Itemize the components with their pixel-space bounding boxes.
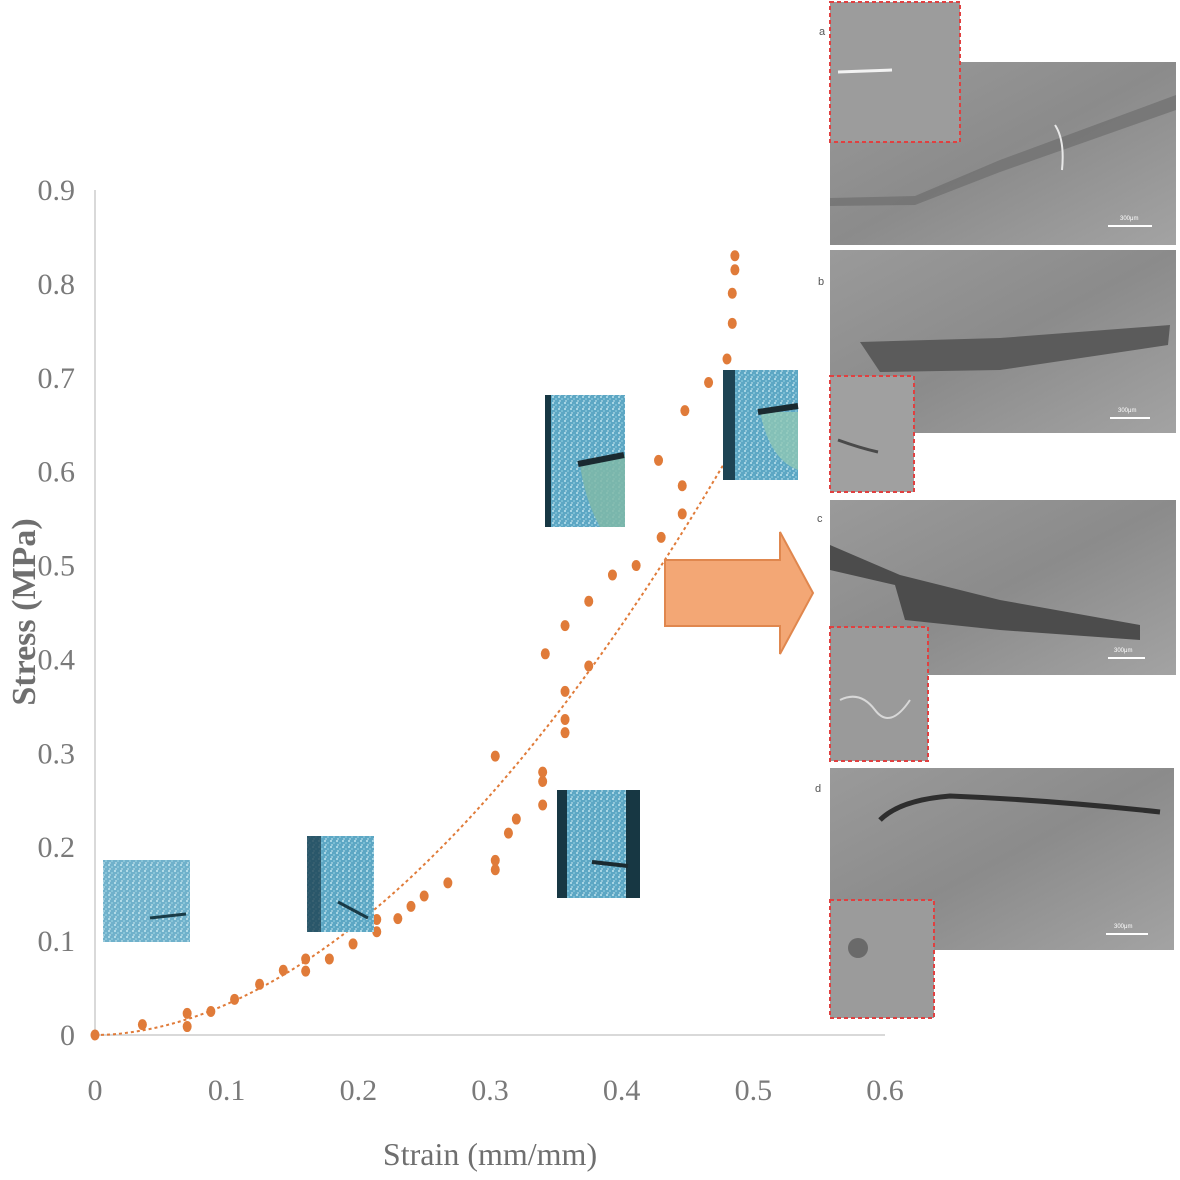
crack-photo-inset-2 [307, 836, 374, 932]
x-tick-labels: 0 0.1 0.2 0.3 0.4 0.5 0.6 [88, 1074, 904, 1107]
y-tick-label: 0.3 [38, 737, 76, 770]
y-tick-label: 0.2 [38, 831, 76, 864]
data-point [727, 317, 737, 329]
y-tick-label: 0.7 [38, 362, 76, 395]
data-point [490, 864, 500, 876]
data-point [560, 620, 570, 632]
data-point [324, 953, 334, 965]
data-point [348, 938, 358, 950]
y-tick-label: 0 [60, 1019, 75, 1052]
data-point [677, 508, 687, 520]
crack-photo-inset-5 [723, 370, 799, 480]
data-point [538, 766, 548, 778]
data-point [730, 264, 740, 276]
data-point [654, 454, 664, 466]
data-point [372, 926, 382, 938]
data-point [560, 685, 570, 697]
y-tick-label: 0.4 [38, 643, 76, 676]
data-point [538, 799, 548, 811]
svg-text:d: d [815, 783, 821, 795]
trendline [94, 444, 736, 1036]
data-point [443, 877, 453, 889]
data-point [584, 595, 594, 607]
data-point [206, 1006, 216, 1018]
data-point [490, 750, 500, 762]
y-tick-label: 0.5 [38, 550, 76, 583]
crack-photo-inset-1 [103, 860, 190, 942]
data-point [490, 854, 500, 866]
data-point [560, 727, 570, 739]
data-points [90, 250, 740, 1041]
x-tick-label: 0.3 [471, 1074, 509, 1107]
data-point [584, 660, 594, 672]
sem-panel-b: b 300μm [818, 250, 1176, 493]
data-point [511, 813, 521, 825]
data-point [540, 648, 550, 660]
x-tick-label: 0.4 [603, 1074, 641, 1107]
crack-photo-inset-4 [545, 395, 625, 527]
x-tick-label: 0.6 [866, 1074, 904, 1107]
svg-text:c: c [817, 513, 823, 525]
data-point [503, 827, 513, 839]
sem-panel-a: a 300μm [819, 1, 1176, 245]
data-point [730, 250, 740, 262]
data-point [704, 376, 714, 388]
svg-text:a: a [819, 26, 826, 38]
svg-text:300μm: 300μm [1114, 924, 1132, 930]
data-point [538, 776, 548, 787]
data-point [680, 405, 690, 417]
data-point [393, 913, 403, 925]
data-point [677, 480, 687, 492]
svg-text:300μm: 300μm [1114, 648, 1132, 654]
data-point [301, 953, 311, 965]
sem-panel-d: d 300μm [815, 768, 1174, 1019]
svg-text:b: b [818, 276, 824, 288]
data-point [230, 993, 240, 1005]
data-point [182, 1007, 192, 1019]
data-point [301, 965, 311, 977]
data-point [406, 900, 416, 912]
x-tick-label: 0 [88, 1074, 103, 1107]
arrow-to-sem-panels [664, 531, 815, 655]
data-point [607, 569, 617, 581]
data-point [278, 964, 288, 976]
sem-panel-c: c 300μm [817, 500, 1176, 762]
data-point [656, 531, 666, 543]
data-point [560, 714, 570, 726]
y-tick-label: 0.6 [38, 456, 76, 489]
data-point [419, 890, 429, 902]
data-point [137, 1019, 147, 1031]
x-tick-label: 0.1 [208, 1074, 246, 1107]
y-tick-label: 0.9 [38, 174, 76, 207]
x-axis-title: Strain (mm/mm) [383, 1136, 597, 1172]
data-point [90, 1029, 100, 1041]
data-point [182, 1021, 192, 1033]
data-point [727, 287, 737, 299]
data-point [631, 560, 641, 572]
data-point [372, 914, 382, 926]
data-point [255, 978, 265, 990]
crack-photo-inset-3 [557, 790, 640, 898]
svg-text:300μm: 300μm [1120, 216, 1138, 222]
x-tick-label: 0.5 [735, 1074, 773, 1107]
data-point [722, 353, 732, 365]
x-tick-label: 0.2 [340, 1074, 378, 1107]
y-axis-title: Stress (MPa) [6, 518, 43, 705]
y-tick-labels: 0 0.1 0.2 0.3 0.4 0.5 0.6 0.7 0.8 0.9 [38, 174, 76, 1052]
y-tick-label: 0.1 [38, 925, 76, 958]
y-tick-label: 0.8 [38, 268, 76, 301]
svg-text:300μm: 300μm [1118, 408, 1136, 414]
